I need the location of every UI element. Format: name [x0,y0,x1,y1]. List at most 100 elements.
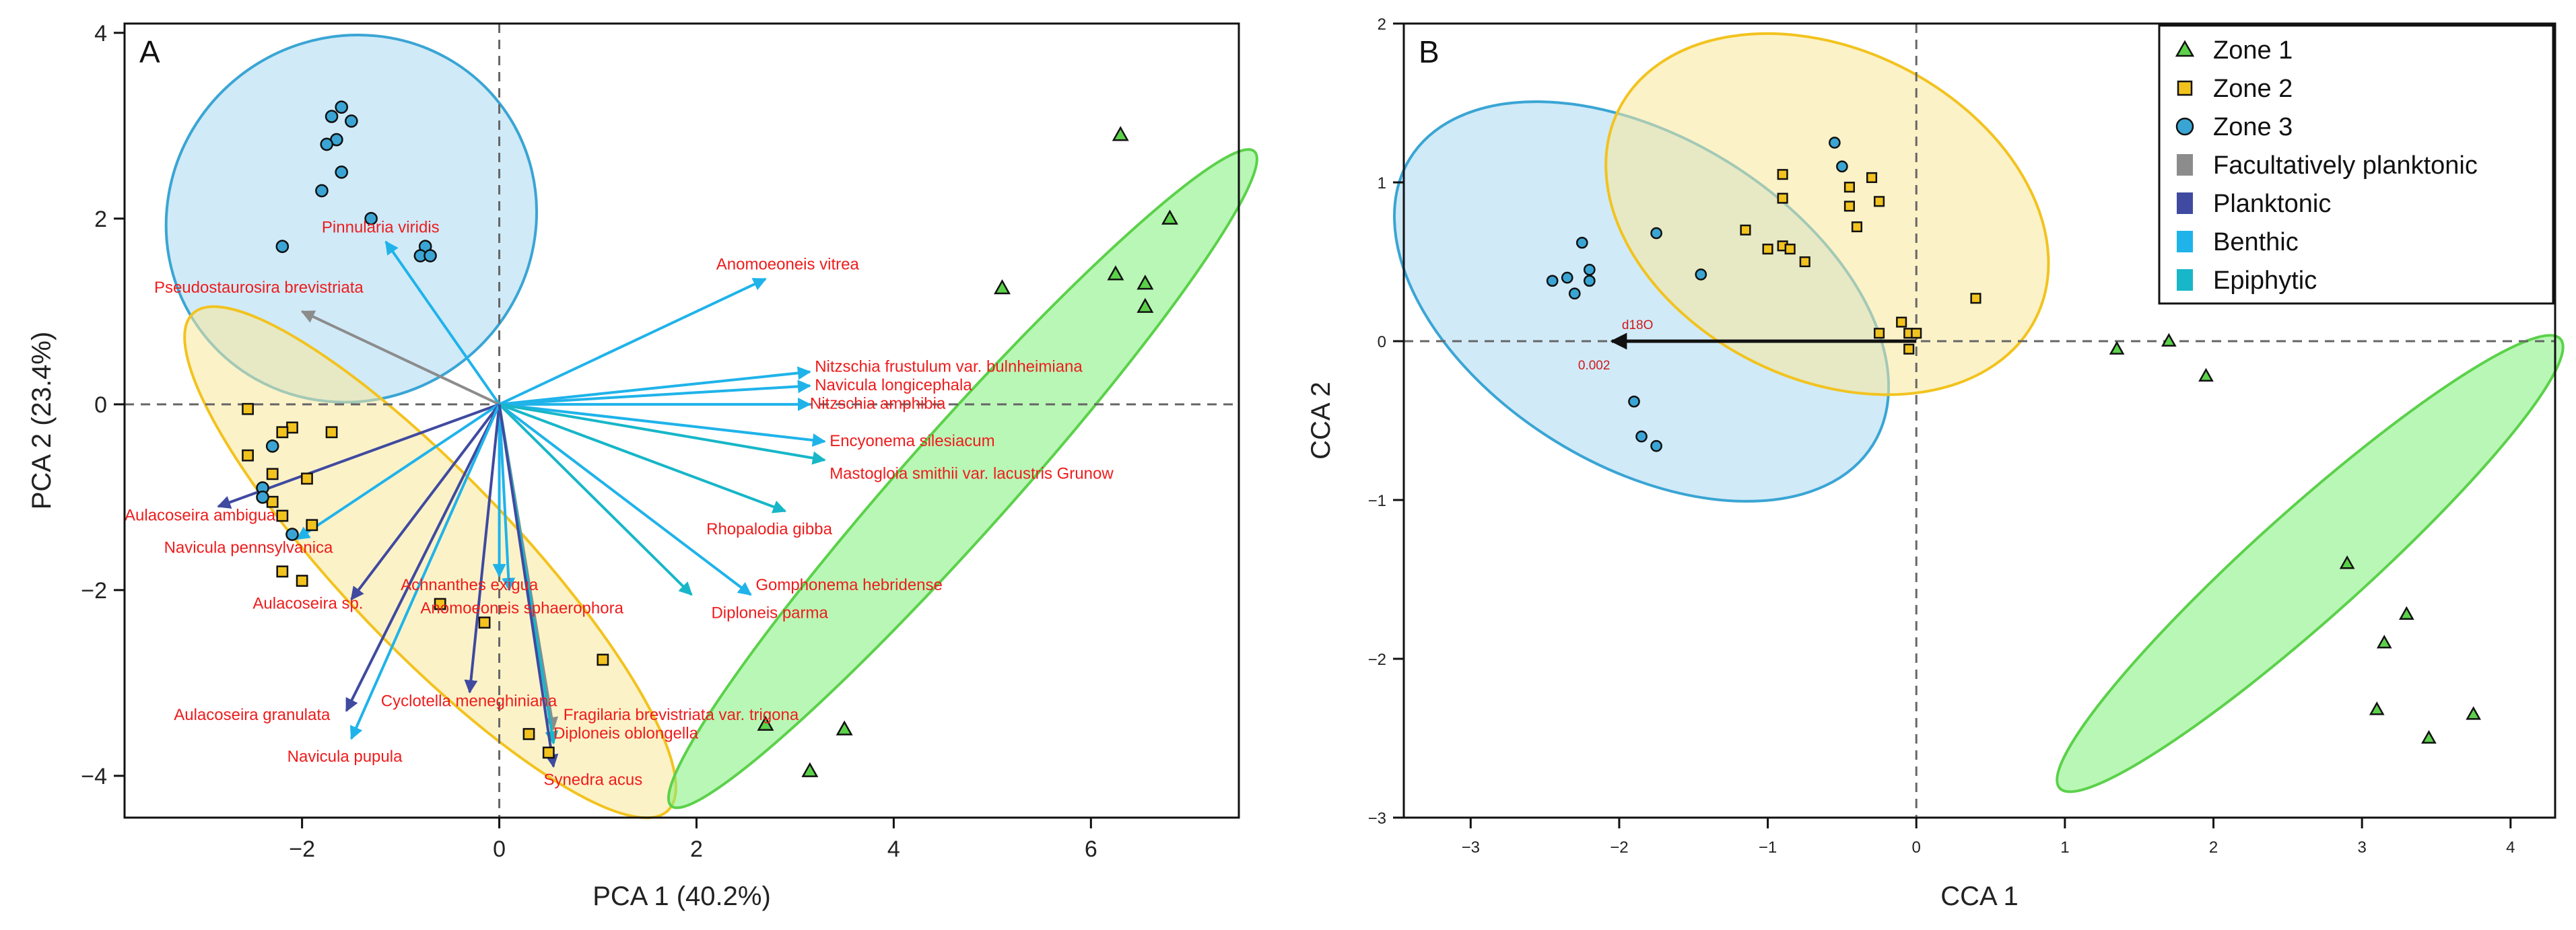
zone2-point [1911,328,1922,339]
x-tick-label: 4 [2506,838,2515,857]
species-label: Nitzschia frustulum var. bulnheimiana [815,358,1083,376]
x-tick-label: 2 [690,836,703,862]
zone1-ellipse-a [667,148,1258,810]
zone1-point [757,715,774,731]
plot-frame-b [1402,22,2556,819]
x-tick-label: −1 [1759,838,1777,857]
zone3-point [256,491,269,504]
panel-label-b: B [1419,34,1439,69]
zone2-point [242,402,254,415]
x-tick-label: 1 [2060,838,2069,857]
zone2-point [276,426,289,439]
zone3-point [1546,275,1559,287]
zone3-point [285,528,299,541]
legend-label: Zone 2 [2213,75,2293,103]
zone1-point [994,279,1011,295]
legend-circle-icon [2175,117,2194,136]
x-tick-label: 0 [493,836,506,862]
species-arrow [499,402,826,447]
zone2-point [286,421,298,434]
zone2-point [522,727,535,740]
zone1-point [2198,367,2214,382]
zone1-point [1107,265,1124,281]
zone1-ellipse-b [2056,334,2565,793]
zone3-point [1628,395,1640,408]
zone2-point [1777,192,1788,204]
zone3-point [345,114,358,128]
x-tick-label: 6 [1085,836,1097,862]
species-arrow [499,402,826,465]
y-tick-label: −3 [1368,810,1386,828]
zone2-ellipse-b [1604,32,2050,396]
x-tick-label: 2 [2209,838,2218,857]
species-label: Synedra acus [543,771,642,789]
zone2-point [1903,343,1915,355]
legend-swatch-icon [2177,154,2193,176]
zone2-point [1762,244,1773,255]
x-axis-title-a: PCA 1 (40.2%) [592,882,771,911]
zone1-point [1137,297,1154,313]
legend-square-icon [2177,80,2193,96]
zone2-point [1851,221,1863,233]
legend-label: Benthic [2213,228,2299,256]
species-label: Anomoeoneis vitrea [716,256,860,274]
zone3-point [325,110,339,123]
zone1-point [2376,635,2392,649]
x-tick-label: 4 [887,836,900,862]
species-label: Pinnularia viridis [322,219,440,237]
zone2-point [1784,244,1796,255]
species-label: Fragilaria brevistriata var. trigona [564,706,799,724]
zone2-point [1874,196,1885,207]
zone3-point [320,137,334,151]
species-arrow [300,310,500,406]
zone3-point [1650,227,1662,240]
zone3-point [315,184,329,198]
x-tick-label: −2 [289,836,315,862]
y-tick-label: 4 [94,21,107,46]
y-tick-label: −2 [81,578,107,604]
legend-label: Zone 1 [2213,36,2293,65]
species-arrow [498,404,559,768]
zone3-point [1695,269,1707,281]
species-label: Navicula longicephala [815,376,972,394]
zone2-point [478,616,491,629]
species-label: Achnanthes exigua [401,576,539,594]
zone2-point [301,472,313,485]
zone2-point [1843,201,1855,212]
species-arrow [498,402,787,513]
species-label: Navicula pennsylvanica [164,539,333,557]
zone2-point [266,468,279,480]
zone2-point [325,426,338,439]
species-label: Aulacoseira ambigua [125,506,276,524]
species-label: Rhopalodia gibba [706,520,832,538]
species-arrow [499,366,811,406]
species-arrow [498,403,693,596]
x-tick-label: −2 [1610,838,1628,857]
zone3-point [364,212,378,225]
y-tick-label: −2 [1368,651,1386,669]
species-label: Encyonema silesiacum [829,432,994,450]
panel-a: Pinnularia viridis Pseudostaurosira brevi… [27,21,1258,911]
species-arrow [498,403,752,596]
zone2-point [1866,172,1878,183]
zone3-point [1583,275,1596,287]
legend-swatch-icon [2177,269,2193,291]
species-arrow [498,404,516,592]
zone3-point [1650,439,1662,452]
legend: Zone 1 Zone 2 Zone 3 Facultatively plankton… [2158,24,2554,305]
zone1-point [836,720,853,736]
species-label: Aulacoseira sp. [252,594,363,612]
zone2-point [1777,169,1788,180]
species-arrow [345,403,501,713]
species-arrow [384,240,501,405]
zone1-point [2421,729,2437,744]
zone1-point [1112,126,1129,141]
zone3-point [335,166,349,179]
zone3-point [1575,236,1588,249]
species-arrow [350,403,501,601]
y-tick-label: −1 [1368,492,1386,510]
y-axis-title-b: CCA 2 [1306,382,1336,460]
legend-label: Planktonic [2213,190,2331,218]
species-arrow [296,403,500,540]
species-label: Cyclotella meneghiniana [381,692,557,710]
